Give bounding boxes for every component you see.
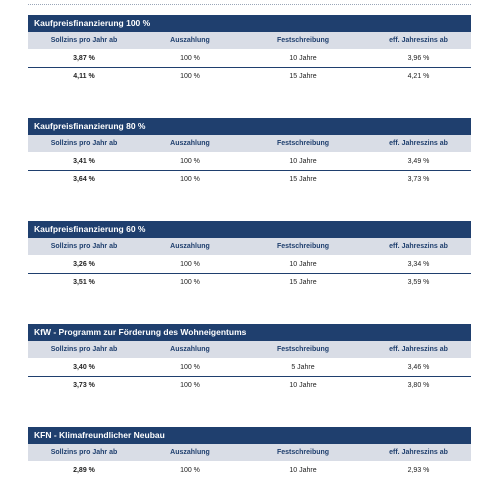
column-header-effzins: eff. Jahreszins ab: [389, 243, 448, 250]
table-header-row: Sollzins pro Jahr ab Auszahlung Festschrei…: [28, 238, 471, 256]
column-header-effzins: eff. Jahreszins ab: [389, 346, 448, 353]
cell-effzins: 4,21 %: [407, 73, 430, 80]
cell-effzins: 3,80 %: [407, 382, 430, 389]
cell-solzins: 2,89 %: [73, 467, 95, 474]
table-row: 4,11 % 100 % 15 Jahre 4,21 %: [28, 67, 471, 85]
cell-effzins: 3,59 %: [407, 279, 430, 286]
column-header-effzins: eff. Jahreszins ab: [389, 37, 448, 44]
rate-table-section: Kaufpreisfinanzierung 100 % Sollzins pro …: [28, 15, 471, 85]
cell-auszahlung: 100 %: [180, 55, 200, 62]
cell-effzins: 3,49 %: [407, 158, 430, 165]
table-row: 3,40 % 100 % 5 Jahre 3,46 %: [28, 359, 471, 376]
column-header-effzins: eff. Jahreszins ab: [389, 449, 448, 456]
rate-table-section: KFN - Klimafreundlicher Neubau Sollzins p…: [28, 427, 471, 479]
cell-effzins: 2,93 %: [407, 467, 430, 474]
column-header-effzins: eff. Jahreszins ab: [389, 140, 448, 147]
cell-solzins: 3,73 %: [73, 382, 95, 389]
column-header-festschreibung: Festschreibung: [276, 346, 330, 353]
column-header-festschreibung: Festschreibung: [276, 140, 330, 147]
column-header-auszahlung: Auszahlung: [170, 346, 210, 353]
column-header-auszahlung: Auszahlung: [170, 37, 210, 44]
cell-solzins: 3,26 %: [73, 261, 95, 268]
column-header-festschreibung: Festschreibung: [276, 37, 330, 44]
cell-festschreibung: 15 Jahre: [289, 279, 317, 286]
cell-festschreibung: 5 Jahre: [291, 364, 315, 371]
cell-effzins: 3,96 %: [407, 55, 430, 62]
column-header-festschreibung: Festschreibung: [276, 449, 330, 456]
cell-festschreibung: 10 Jahre: [289, 382, 317, 389]
table-header-row: Sollzins pro Jahr ab Auszahlung Festschrei…: [28, 444, 471, 462]
rates-document: Kaufpreisfinanzierung 100 % Sollzins pro …: [28, 15, 471, 479]
table-row: 2,89 % 100 % 10 Jahre 2,93 %: [28, 462, 471, 479]
cell-solzins: 3,87 %: [73, 55, 95, 62]
cell-auszahlung: 100 %: [180, 382, 200, 389]
cell-solzins: 3,51 %: [73, 279, 95, 286]
table-row: 3,26 % 100 % 10 Jahre 3,34 %: [28, 256, 471, 273]
table-row: 3,87 % 100 % 10 Jahre 3,96 %: [28, 50, 471, 67]
cell-auszahlung: 100 %: [180, 261, 200, 268]
top-divider: [28, 4, 471, 5]
table-row: 3,64 % 100 % 15 Jahre 3,73 %: [28, 170, 471, 188]
cell-auszahlung: 100 %: [180, 364, 200, 371]
cell-auszahlung: 100 %: [180, 176, 200, 183]
section-title: Kaufpreisfinanzierung 100 %: [28, 15, 471, 32]
cell-solzins: 3,40 %: [73, 364, 95, 371]
section-title: KFN - Klimafreundlicher Neubau: [28, 427, 471, 444]
table-header-row: Sollzins pro Jahr ab Auszahlung Festschrei…: [28, 135, 471, 153]
cell-auszahlung: 100 %: [180, 279, 200, 286]
cell-effzins: 3,34 %: [407, 261, 430, 268]
table-row: 3,73 % 100 % 10 Jahre 3,80 %: [28, 376, 471, 394]
column-header-auszahlung: Auszahlung: [170, 449, 210, 456]
column-header-solzins: Sollzins pro Jahr ab: [50, 37, 118, 44]
rate-table-section: Kaufpreisfinanzierung 60 % Sollzins pro J…: [28, 221, 471, 291]
column-header-solzins: Sollzins pro Jahr ab: [50, 346, 118, 353]
rate-table-section: KfW - Programm zur Förderung des Wohneig…: [28, 324, 471, 394]
column-header-solzins: Sollzins pro Jahr ab: [50, 140, 118, 147]
column-header-solzins: Sollzins pro Jahr ab: [50, 243, 118, 250]
cell-auszahlung: 100 %: [180, 467, 200, 474]
cell-festschreibung: 15 Jahre: [289, 73, 317, 80]
cell-solzins: 3,64 %: [73, 176, 95, 183]
cell-festschreibung: 10 Jahre: [289, 261, 317, 268]
cell-festschreibung: 10 Jahre: [289, 158, 317, 165]
section-title: KfW - Programm zur Förderung des Wohneig…: [28, 324, 471, 341]
rate-table-section: Kaufpreisfinanzierung 80 % Sollzins pro J…: [28, 118, 471, 188]
cell-effzins: 3,46 %: [407, 364, 430, 371]
table-header-row: Sollzins pro Jahr ab Auszahlung Festschrei…: [28, 32, 471, 50]
table-header-row: Sollzins pro Jahr ab Auszahlung Festschrei…: [28, 341, 471, 359]
column-header-auszahlung: Auszahlung: [170, 243, 210, 250]
column-header-solzins: Sollzins pro Jahr ab: [50, 449, 118, 456]
section-title: Kaufpreisfinanzierung 80 %: [28, 118, 471, 135]
column-header-festschreibung: Festschreibung: [276, 243, 330, 250]
column-header-auszahlung: Auszahlung: [170, 140, 210, 147]
cell-auszahlung: 100 %: [180, 158, 200, 165]
cell-festschreibung: 10 Jahre: [289, 55, 317, 62]
cell-festschreibung: 15 Jahre: [289, 176, 317, 183]
cell-auszahlung: 100 %: [180, 73, 200, 80]
cell-solzins: 3,41 %: [73, 158, 95, 165]
cell-festschreibung: 10 Jahre: [289, 467, 317, 474]
table-row: 3,51 % 100 % 15 Jahre 3,59 %: [28, 273, 471, 291]
table-row: 3,41 % 100 % 10 Jahre 3,49 %: [28, 153, 471, 170]
cell-solzins: 4,11 %: [73, 73, 95, 80]
section-title: Kaufpreisfinanzierung 60 %: [28, 221, 471, 238]
cell-effzins: 3,73 %: [407, 176, 430, 183]
